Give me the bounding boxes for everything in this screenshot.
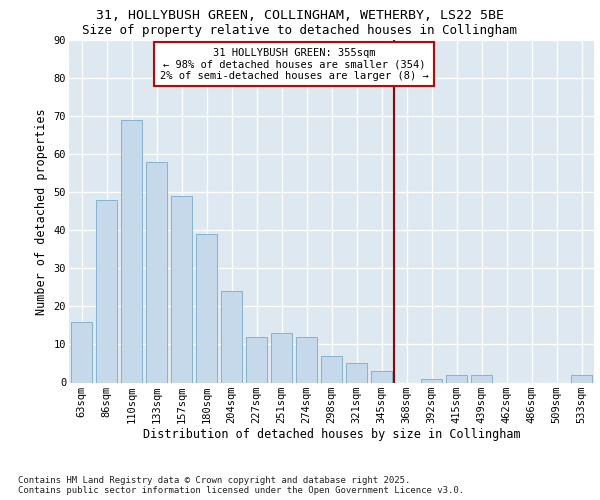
Bar [146,162,167,382]
Text: 31 HOLLYBUSH GREEN: 355sqm
← 98% of detached houses are smaller (354)
2% of semi: 31 HOLLYBUSH GREEN: 355sqm ← 98% of deta… [160,48,428,81]
Bar [296,337,317,382]
Bar [421,378,442,382]
Bar [96,200,117,382]
Bar [471,375,492,382]
Bar [571,375,592,382]
Bar [196,234,217,382]
Text: Size of property relative to detached houses in Collingham: Size of property relative to detached ho… [83,24,517,37]
Bar [446,375,467,382]
Y-axis label: Number of detached properties: Number of detached properties [35,108,48,314]
Text: Contains HM Land Registry data © Crown copyright and database right 2025.
Contai: Contains HM Land Registry data © Crown c… [18,476,464,495]
Bar [71,322,92,382]
X-axis label: Distribution of detached houses by size in Collingham: Distribution of detached houses by size … [143,428,520,442]
Bar [246,337,267,382]
Bar [371,371,392,382]
Bar [171,196,192,382]
Bar [221,291,242,382]
Text: 31, HOLLYBUSH GREEN, COLLINGHAM, WETHERBY, LS22 5BE: 31, HOLLYBUSH GREEN, COLLINGHAM, WETHERB… [96,9,504,22]
Bar [346,364,367,382]
Bar [321,356,342,382]
Bar [121,120,142,382]
Bar [271,333,292,382]
